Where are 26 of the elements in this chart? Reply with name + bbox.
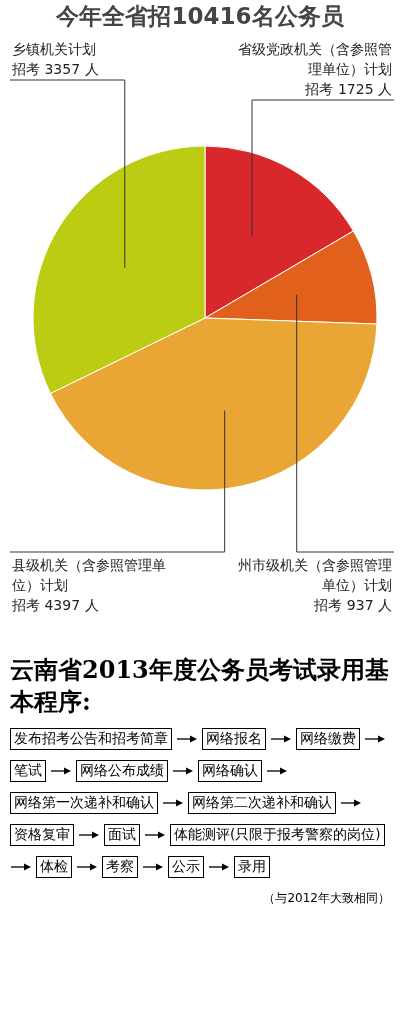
text: 面试: [104, 824, 140, 846]
slice-label: 省级党政机关（含参照管理单位）计划: [238, 41, 392, 77]
text: 体检: [36, 856, 72, 878]
text: （与2012年大致相同）: [262, 890, 390, 907]
slice-label: 乡镇机关计划: [12, 41, 96, 57]
text: 云南省2013年度公务员考试录用基本程序:: [10, 654, 390, 718]
slice-label: 州市级机关（含参照管理单位）计划: [238, 557, 392, 593]
text: 发布招考公告和招考简章: [10, 728, 172, 750]
data-label: 招考 1725 人: [304, 81, 392, 97]
text: 笔试: [10, 760, 46, 782]
text: 考察: [102, 856, 138, 878]
text: 体能测评(只限于报考警察的岗位): [170, 824, 385, 846]
data-label: 招考 937 人: [313, 597, 392, 613]
data-label: 招考 4397 人: [11, 597, 99, 613]
text: 网络报名: [202, 728, 266, 750]
text: 网络第二次递补和确认: [188, 792, 336, 814]
text: 网络缴费: [296, 728, 360, 750]
slice-label: 县级机关（含参照管理单位）计划: [12, 557, 166, 593]
text: 资格复审: [10, 824, 74, 846]
data-label: 招考 3357 人: [11, 61, 99, 77]
text: 公示: [168, 856, 204, 878]
text: 网络公布成绩: [76, 760, 168, 782]
text: 录用: [234, 856, 270, 878]
text: 网络第一次递补和确认: [10, 792, 158, 814]
chart-title: 今年全省招10416名公务员: [55, 3, 345, 29]
text: 网络确认: [198, 760, 262, 782]
